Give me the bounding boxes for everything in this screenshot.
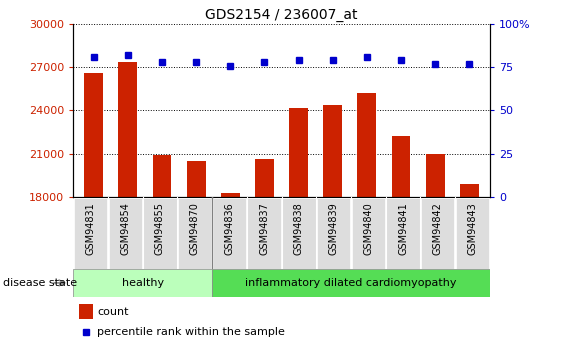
Bar bbox=[79, 304, 93, 319]
Bar bbox=[456, 198, 489, 269]
Bar bbox=[118, 61, 137, 345]
Text: GSM94837: GSM94837 bbox=[259, 203, 269, 255]
Bar bbox=[221, 193, 240, 345]
Text: GSM94855: GSM94855 bbox=[155, 203, 165, 255]
Bar bbox=[317, 198, 350, 269]
Bar bbox=[358, 93, 376, 345]
Text: percentile rank within the sample: percentile rank within the sample bbox=[97, 327, 285, 337]
Text: count: count bbox=[97, 307, 129, 317]
Bar bbox=[421, 198, 454, 269]
Text: GSM94870: GSM94870 bbox=[190, 203, 200, 255]
Bar bbox=[84, 73, 103, 345]
Text: GSM94854: GSM94854 bbox=[120, 203, 130, 255]
Bar bbox=[248, 198, 281, 269]
Bar bbox=[255, 159, 274, 345]
Text: GSM94838: GSM94838 bbox=[294, 203, 304, 255]
Bar bbox=[187, 161, 205, 345]
Bar bbox=[289, 108, 308, 345]
Text: GSM94840: GSM94840 bbox=[363, 203, 373, 255]
Text: inflammatory dilated cardiomyopathy: inflammatory dilated cardiomyopathy bbox=[245, 278, 457, 288]
Bar bbox=[282, 198, 315, 269]
Bar bbox=[386, 198, 419, 269]
Text: GSM94843: GSM94843 bbox=[467, 203, 477, 255]
Text: GSM94842: GSM94842 bbox=[433, 203, 443, 255]
Text: GSM94839: GSM94839 bbox=[329, 203, 338, 255]
Bar bbox=[392, 136, 410, 345]
Text: GSM94841: GSM94841 bbox=[398, 203, 408, 255]
Bar bbox=[109, 198, 142, 269]
Title: GDS2154 / 236007_at: GDS2154 / 236007_at bbox=[205, 8, 358, 22]
Text: GSM94836: GSM94836 bbox=[225, 203, 234, 255]
Text: GSM94831: GSM94831 bbox=[86, 203, 96, 255]
Bar bbox=[178, 198, 211, 269]
Bar bbox=[426, 154, 445, 345]
Text: healthy: healthy bbox=[122, 278, 164, 288]
Bar bbox=[74, 198, 107, 269]
Bar bbox=[323, 105, 342, 345]
Bar bbox=[153, 155, 171, 345]
Bar bbox=[212, 269, 490, 297]
Bar bbox=[460, 184, 479, 345]
Bar bbox=[352, 198, 385, 269]
Bar bbox=[144, 198, 177, 269]
Text: disease state: disease state bbox=[3, 278, 77, 288]
Bar bbox=[213, 198, 246, 269]
Bar bbox=[73, 269, 212, 297]
